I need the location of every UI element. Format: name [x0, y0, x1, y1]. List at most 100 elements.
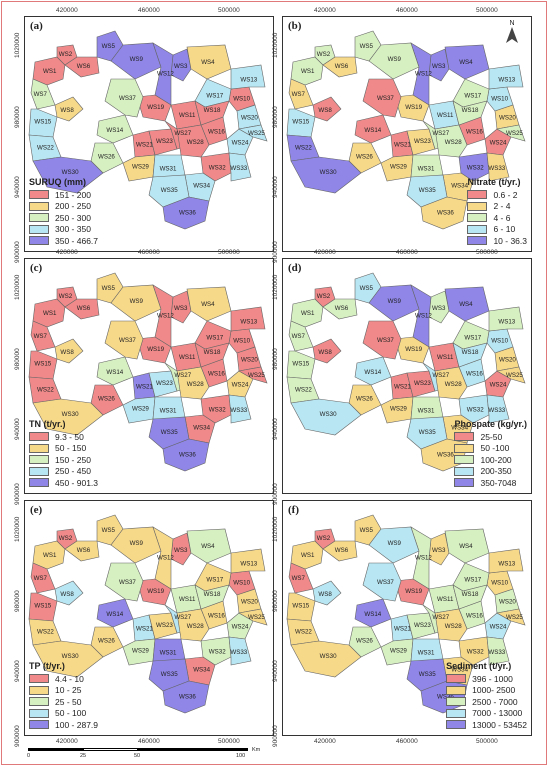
legend-entry: 2500 - 7000 [446, 696, 527, 708]
watershed-ws33 [228, 636, 252, 666]
watershed-label: WS17 [206, 334, 223, 341]
watershed-label: WS8 [60, 349, 74, 356]
watershed-label: WS27 [174, 614, 191, 621]
watershed-label: WS5 [360, 285, 374, 292]
watershed-label: WS11 [179, 354, 196, 361]
watershed-ws37 [104, 320, 144, 360]
watershed-ws28 [176, 124, 210, 158]
watershed-ws32 [458, 394, 490, 424]
compass-icon [506, 27, 518, 43]
watershed-label: WS16 [208, 613, 225, 620]
watershed-label: WS14 [364, 127, 381, 134]
watershed-label: WS9 [388, 298, 402, 305]
watershed-ws36 [162, 680, 210, 714]
legend-swatch [454, 443, 475, 453]
watershed-label: WS24 [490, 382, 507, 389]
legend-swatch [29, 708, 49, 718]
watershed-label: WS6 [77, 305, 91, 312]
legend-entry: 100-200 [454, 454, 527, 466]
watershed-label: WS6 [335, 63, 349, 70]
watershed-label: WS12 [415, 554, 432, 561]
watershed-label: WS9 [130, 56, 144, 63]
watershed-label: WS25 [506, 130, 523, 137]
watershed-ws6 [322, 298, 358, 320]
legend-swatch [29, 478, 49, 488]
watershed-label: WS18 [462, 107, 479, 114]
x-tick-label: 460000 [138, 249, 160, 256]
watershed-label: WS33 [230, 407, 247, 414]
watershed-ws24 [226, 612, 254, 640]
watershed-label: WS35 [161, 671, 178, 678]
scale-segment [28, 748, 83, 751]
legend-label: 50 - 100 [55, 708, 87, 719]
watershed-label: WS5 [102, 527, 116, 534]
watershed-ws13 [488, 306, 524, 332]
watershed-ws32 [200, 394, 232, 424]
x-tick-label: 500000 [476, 738, 498, 745]
watershed-ws30 [32, 398, 104, 436]
scale-segment [138, 748, 248, 751]
legend-swatch [29, 224, 49, 234]
watershed-label: WS35 [419, 429, 436, 436]
legend-swatch [29, 455, 49, 465]
legend-label: 150 - 250 [55, 454, 91, 465]
legend-label: 7000 - 13000 [472, 708, 523, 719]
watershed-ws25 [238, 124, 268, 142]
watershed-ws37 [362, 78, 402, 118]
watershed-label: WS3 [432, 63, 446, 70]
watershed-label: WS21 [136, 384, 153, 391]
legend-entry: 10 - 25 [29, 685, 98, 697]
watershed-label: WS18 [204, 107, 221, 114]
watershed-label: WS17 [206, 92, 223, 99]
legend-label: 200 - 250 [55, 201, 91, 212]
legend-swatch [29, 201, 49, 211]
map-panel-a: WS1 WS2 WS3 WS4 WS5 WS6 WS7 WS8 WS9 WS10 WS11 WS12 W… [24, 16, 274, 252]
watershed-ws9 [368, 284, 420, 322]
watershed-label: WS34 [193, 424, 210, 431]
watershed-ws15 [28, 592, 58, 622]
map-panel-e: WS1 WS2 WS3 WS4 WS5 WS6 WS7 WS8 WS9 WS10 WS11 WS12 W… [24, 500, 274, 736]
watershed-label: WS33 [230, 649, 247, 656]
y-tick-label: 1020000 [14, 274, 21, 300]
watershed-ws18 [452, 100, 488, 126]
legend-swatch [446, 685, 467, 695]
watershed-ws25 [496, 124, 526, 142]
watershed-label: WS36 [179, 694, 196, 701]
watershed-label: WS33 [230, 165, 247, 172]
watershed-ws24 [484, 612, 512, 640]
watershed-label: WS24 [232, 624, 249, 631]
watershed-label: WS4 [459, 301, 473, 308]
watershed-label: WS19 [405, 588, 422, 595]
watershed-label: WS28 [445, 623, 462, 630]
watershed-ws6 [322, 56, 358, 78]
watershed-label: WS32 [467, 406, 484, 413]
watershed-ws19 [394, 336, 430, 364]
watershed-label: WS1 [43, 68, 57, 75]
watershed-label: WS6 [335, 305, 349, 312]
y-tick-label: 1020000 [14, 516, 21, 542]
watershed-label: WS1 [43, 310, 57, 317]
watershed-ws4 [186, 44, 232, 80]
watershed-label: WS32 [467, 648, 484, 655]
watershed-ws15 [286, 592, 316, 622]
watershed-label: WS15 [292, 602, 309, 609]
watershed-label: WS15 [34, 360, 51, 367]
watershed-label: WS22 [295, 387, 312, 394]
watershed-label: WS10 [233, 96, 250, 103]
watershed-label: WS4 [459, 543, 473, 550]
x-tick-label: 460000 [396, 7, 418, 14]
watershed-label: WS19 [147, 588, 164, 595]
watershed-ws33 [228, 394, 252, 424]
watershed-label: WS30 [62, 169, 79, 176]
watershed-label: WS33 [488, 165, 505, 172]
y-tick-label: 940000 [272, 418, 279, 440]
watershed-label: WS23 [156, 138, 173, 145]
map-panel-d: WS1 WS2 WS3 WS4 WS5 WS6 WS7 WS8 WS9 WS10 WS11 WS12 W… [282, 258, 532, 494]
watershed-ws4 [186, 286, 232, 322]
legend-entry: 300 - 350 [29, 224, 98, 236]
map-legend: TN (t/yr.) 9.3 - 50 50 - 150 150 - 250 250 -… [29, 419, 98, 489]
watershed-label: WS29 [390, 648, 407, 655]
legend-title: Phospate (kg/yr.) [454, 419, 527, 429]
watershed-label: WS31 [418, 166, 435, 173]
